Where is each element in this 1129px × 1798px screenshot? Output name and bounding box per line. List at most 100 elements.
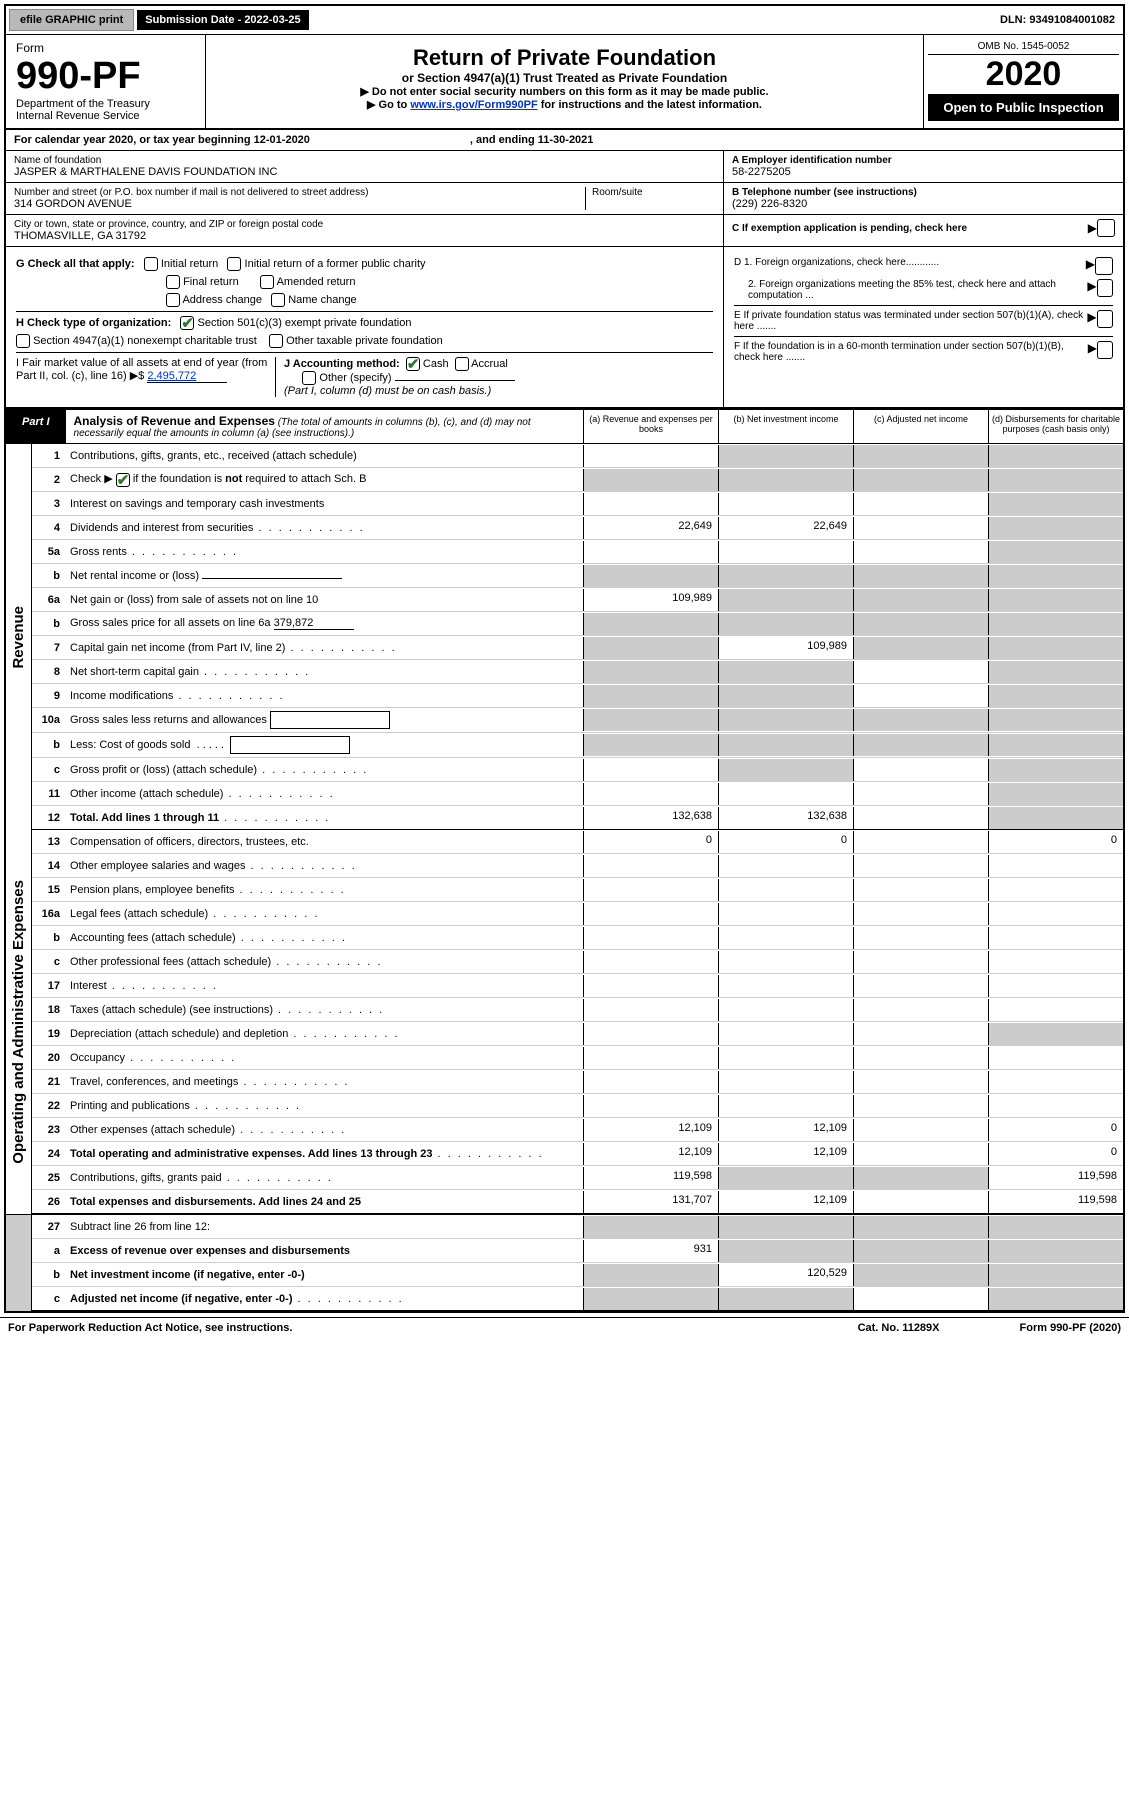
d2-checkbox[interactable]: [1097, 279, 1113, 297]
line-16a: 16aLegal fees (attach schedule): [32, 902, 1123, 926]
l27a-text: Excess of revenue over expenses and disb…: [70, 1245, 350, 1257]
line-10a: 10aGross sales less returns and allowanc…: [32, 708, 1123, 733]
dept-treasury: Department of the Treasury: [16, 98, 195, 110]
d1-label: D 1. Foreign organizations, check here..…: [734, 257, 939, 275]
g-opt-initial: Initial return: [161, 258, 218, 270]
e-checkbox[interactable]: [1097, 310, 1113, 328]
h-row2: Section 4947(a)(1) nonexempt charitable …: [16, 334, 713, 348]
l5b-line: [202, 578, 342, 579]
form-title: Return of Private Foundation: [216, 45, 913, 71]
g-amended-checkbox[interactable]: [260, 275, 274, 289]
g-name-checkbox[interactable]: [271, 293, 285, 307]
l12-text: Total. Add lines 1 through 11: [70, 812, 219, 824]
l27b-text: Net investment income (if negative, ente…: [70, 1269, 305, 1281]
line-27: 27Subtract line 26 from line 12:: [32, 1215, 1123, 1239]
l6b-text: Gross sales price for all assets on line…: [70, 617, 271, 629]
line-18: 18Taxes (attach schedule) (see instructi…: [32, 998, 1123, 1022]
header-center: Return of Private Foundation or Section …: [206, 35, 923, 128]
j-accrual-checkbox[interactable]: [455, 357, 469, 371]
line-12: 12Total. Add lines 1 through 11132,63813…: [32, 806, 1123, 830]
line-26: 26Total expenses and disbursements. Add …: [32, 1190, 1123, 1214]
city-label: City or town, state or province, country…: [14, 219, 715, 230]
checks-block: G Check all that apply: Initial return I…: [6, 247, 1123, 408]
h-opt2: Section 4947(a)(1) nonexempt charitable …: [33, 335, 257, 347]
c-label: C If exemption application is pending, c…: [732, 223, 967, 234]
i-label: I Fair market value of all assets at end…: [16, 357, 267, 382]
arrow-icon: ▶: [1086, 257, 1095, 275]
j-other-line: [395, 380, 515, 381]
revenue-sidelabel: Revenue: [6, 444, 32, 830]
line-20: 20Occupancy: [32, 1046, 1123, 1070]
submission-date-label: Submission Date - 2022-03-25: [137, 10, 308, 30]
address-cell: Number and street (or P.O. box number if…: [6, 183, 723, 215]
f-checkbox[interactable]: [1097, 341, 1113, 359]
line-10c: cGross profit or (loss) (attach schedule…: [32, 758, 1123, 782]
l10a-text: Gross sales less returns and allowances: [70, 714, 267, 726]
line-23: 23Other expenses (attach schedule)12,109…: [32, 1118, 1123, 1142]
instr-pre: ▶ Go to: [367, 99, 410, 111]
header-right: OMB No. 1545-0052 2020 Open to Public In…: [923, 35, 1123, 128]
line-11: 11Other income (attach schedule): [32, 782, 1123, 806]
g-initial-return-checkbox[interactable]: [144, 257, 158, 271]
form-word: Form: [16, 41, 195, 55]
g-address-checkbox[interactable]: [166, 293, 180, 307]
g-initial-former-checkbox[interactable]: [227, 257, 241, 271]
page-footer: For Paperwork Reduction Act Notice, see …: [0, 1317, 1129, 1338]
ij-row: I Fair market value of all assets at end…: [16, 352, 713, 397]
instr-goto: ▶ Go to www.irs.gov/Form990PF for instru…: [216, 98, 913, 111]
part1-title: Analysis of Revenue and Expenses: [74, 414, 275, 428]
j-cash-checkbox[interactable]: [406, 357, 420, 371]
h-501c3-checkbox[interactable]: [180, 316, 194, 330]
room-suite-label: Room/suite: [585, 187, 715, 210]
line-15: 15Pension plans, employee benefits: [32, 878, 1123, 902]
form-ref: Form 990-PF (2020): [1020, 1322, 1121, 1334]
instr-ssn: ▶ Do not enter social security numbers o…: [216, 85, 913, 98]
line27-table: 27Subtract line 26 from line 12: aExcess…: [6, 1214, 1123, 1311]
line-4: 4Dividends and interest from securities2…: [32, 516, 1123, 540]
f-label: F If the foundation is in a 60-month ter…: [734, 341, 1088, 363]
line-10b: bLess: Cost of goods sold . . . . .: [32, 733, 1123, 758]
line2-text: Check ▶: [70, 473, 116, 485]
ein-label: A Employer identification number: [732, 155, 1115, 166]
g-opt-former: Initial return of a former public charit…: [245, 258, 426, 270]
h-other-checkbox[interactable]: [269, 334, 283, 348]
part1-desc: Analysis of Revenue and Expenses (The to…: [66, 410, 583, 443]
phone-cell: B Telephone number (see instructions) (2…: [724, 183, 1123, 215]
h-opt3: Other taxable private foundation: [286, 335, 443, 347]
l10a-box: [270, 711, 390, 729]
c-checkbox[interactable]: [1097, 219, 1115, 237]
irs-link[interactable]: www.irs.gov/Form990PF: [410, 99, 537, 111]
h-opt1: Section 501(c)(3) exempt private foundat…: [197, 317, 411, 329]
line-14: 14Other employee salaries and wages: [32, 854, 1123, 878]
line-17: 17Interest: [32, 974, 1123, 998]
d1-checkbox[interactable]: [1095, 257, 1113, 275]
name-label: Name of foundation: [14, 155, 715, 166]
line-6a: 6aNet gain or (loss) from sale of assets…: [32, 588, 1123, 612]
line-27b: bNet investment income (if negative, ent…: [32, 1263, 1123, 1287]
g-label: G Check all that apply:: [16, 258, 135, 270]
schb-checkbox[interactable]: [116, 473, 130, 487]
efile-print-button[interactable]: efile GRAPHIC print: [9, 9, 134, 31]
f-row: F If the foundation is in a 60-month ter…: [734, 336, 1113, 363]
col-d-header: (d) Disbursements for charitable purpose…: [988, 410, 1123, 443]
arrow-icon: ▶: [1088, 341, 1097, 363]
city-cell: City or town, state or province, country…: [6, 215, 723, 246]
line27-side: [6, 1215, 32, 1311]
line-1: 1Contributions, gifts, grants, etc., rec…: [32, 444, 1123, 468]
fmv-value[interactable]: 2,495,772: [147, 370, 227, 383]
line-24: 24Total operating and administrative exp…: [32, 1142, 1123, 1166]
g-opt-final: Final return: [183, 276, 239, 288]
l6b-val: 379,872: [274, 617, 354, 630]
l5b-text: Net rental income or (loss): [70, 570, 199, 582]
arrow-icon: ▶: [1087, 310, 1096, 332]
form-page: efile GRAPHIC print Submission Date - 20…: [4, 4, 1125, 1313]
exemption-pending-cell: C If exemption application is pending, c…: [724, 215, 1123, 241]
col-c-header: (c) Adjusted net income: [853, 410, 988, 443]
line-3: 3Interest on savings and temporary cash …: [32, 492, 1123, 516]
g-row: G Check all that apply: Initial return I…: [16, 257, 713, 271]
g-final-checkbox[interactable]: [166, 275, 180, 289]
l27c-text: Adjusted net income (if negative, enter …: [70, 1293, 292, 1305]
g-opt-address: Address change: [182, 294, 262, 306]
h-4947-checkbox[interactable]: [16, 334, 30, 348]
j-other-checkbox[interactable]: [302, 371, 316, 385]
